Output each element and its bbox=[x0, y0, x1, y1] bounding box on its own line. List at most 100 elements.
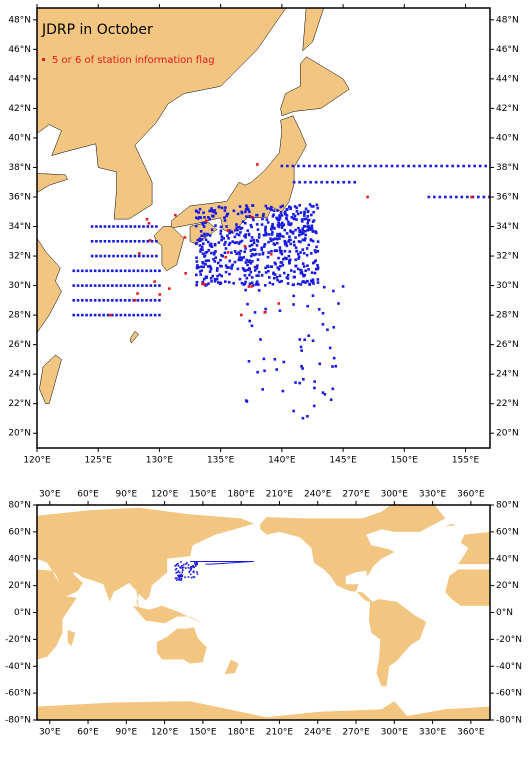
land bbox=[132, 605, 203, 624]
station-dot bbox=[263, 284, 267, 287]
station-dot bbox=[407, 164, 410, 168]
station-dot bbox=[238, 205, 242, 208]
station-dot bbox=[300, 364, 303, 368]
station-dot bbox=[241, 220, 245, 223]
station-dot bbox=[250, 215, 254, 219]
station-dot bbox=[256, 228, 260, 231]
station-dot bbox=[267, 240, 270, 244]
station-dot bbox=[238, 277, 242, 281]
station-dot bbox=[98, 269, 101, 273]
station-dot bbox=[304, 269, 307, 273]
station-dot bbox=[315, 245, 318, 249]
station-dot bbox=[239, 257, 243, 261]
station-dot bbox=[137, 225, 141, 228]
station-dot bbox=[288, 235, 291, 239]
station-dot bbox=[278, 274, 282, 278]
station-dot bbox=[280, 214, 284, 217]
station-dot bbox=[412, 164, 416, 168]
y-tick-label: -60°N bbox=[496, 689, 522, 699]
station-dot bbox=[306, 214, 310, 218]
station-dot bbox=[103, 225, 107, 228]
x-tick-label: 150°E bbox=[189, 490, 217, 500]
station-dot bbox=[201, 261, 204, 264]
station-dot bbox=[277, 256, 280, 260]
station-dot bbox=[179, 579, 181, 581]
station-dot bbox=[272, 271, 275, 275]
station-dot bbox=[291, 283, 295, 287]
station-dot bbox=[252, 241, 256, 245]
station-dot bbox=[243, 250, 247, 253]
station-dot bbox=[233, 250, 237, 253]
station-dot bbox=[120, 254, 124, 258]
station-dot bbox=[292, 180, 296, 184]
station-dot bbox=[305, 247, 309, 250]
station-dot bbox=[255, 280, 259, 284]
station-dot bbox=[72, 269, 76, 273]
station-dot bbox=[204, 238, 208, 242]
station-dot bbox=[310, 213, 313, 217]
station-dot bbox=[189, 570, 191, 572]
station-dot bbox=[309, 252, 313, 255]
station-dot bbox=[280, 164, 284, 168]
station-dot bbox=[103, 239, 107, 243]
station-dot bbox=[301, 231, 305, 235]
station-dot bbox=[199, 273, 202, 276]
station-dot bbox=[427, 195, 431, 199]
station-dot bbox=[237, 251, 241, 254]
station-dot bbox=[285, 232, 289, 235]
station-dot bbox=[72, 299, 76, 302]
station-dot bbox=[294, 246, 298, 249]
station-dot bbox=[316, 281, 320, 284]
x-tick-label: 155°E bbox=[452, 0, 480, 3]
station-dot bbox=[258, 253, 261, 256]
land bbox=[37, 569, 77, 660]
station-dot bbox=[89, 284, 93, 287]
station-dot bbox=[263, 369, 266, 373]
station-dot bbox=[225, 214, 228, 218]
map-title: JDRP in October bbox=[41, 22, 153, 38]
x-tick-label: 330°E bbox=[419, 728, 447, 738]
station-dot bbox=[271, 214, 275, 218]
station-dot bbox=[278, 237, 281, 240]
station-dot bbox=[76, 284, 80, 287]
station-dot bbox=[89, 269, 93, 273]
station-dot bbox=[239, 240, 242, 244]
station-dot bbox=[323, 392, 327, 396]
station-dot bbox=[244, 233, 247, 236]
station-dot bbox=[259, 338, 262, 341]
station-dot bbox=[301, 229, 304, 232]
station-dot bbox=[280, 252, 284, 256]
station-dot bbox=[184, 272, 187, 275]
station-dot bbox=[244, 210, 247, 214]
station-dot bbox=[460, 195, 464, 199]
station-dot bbox=[102, 313, 106, 317]
station-dot bbox=[268, 281, 272, 285]
land bbox=[445, 569, 490, 606]
station-dot bbox=[294, 228, 297, 232]
station-dot bbox=[294, 258, 298, 262]
station-dot bbox=[218, 273, 221, 277]
y-tick-label: 34°N bbox=[496, 222, 519, 232]
station-dot bbox=[287, 220, 290, 224]
station-dot bbox=[245, 206, 249, 209]
station-dot bbox=[158, 293, 162, 296]
station-dot bbox=[298, 381, 302, 385]
station-dot bbox=[270, 233, 274, 236]
station-dot bbox=[279, 234, 283, 238]
station-dot bbox=[196, 573, 199, 575]
station-dot bbox=[276, 209, 279, 212]
station-dot bbox=[250, 243, 254, 247]
station-dot bbox=[255, 244, 259, 247]
station-dot bbox=[198, 237, 202, 240]
station-dot bbox=[331, 180, 334, 184]
x-tick-label: 210°E bbox=[266, 490, 294, 500]
station-dot bbox=[306, 264, 309, 268]
station-dot bbox=[158, 269, 161, 273]
station-dot bbox=[195, 210, 198, 213]
station-dot bbox=[129, 254, 132, 258]
station-dot bbox=[250, 276, 254, 279]
station-dot bbox=[320, 180, 323, 184]
station-dot bbox=[99, 254, 102, 258]
station-dot bbox=[314, 230, 318, 233]
